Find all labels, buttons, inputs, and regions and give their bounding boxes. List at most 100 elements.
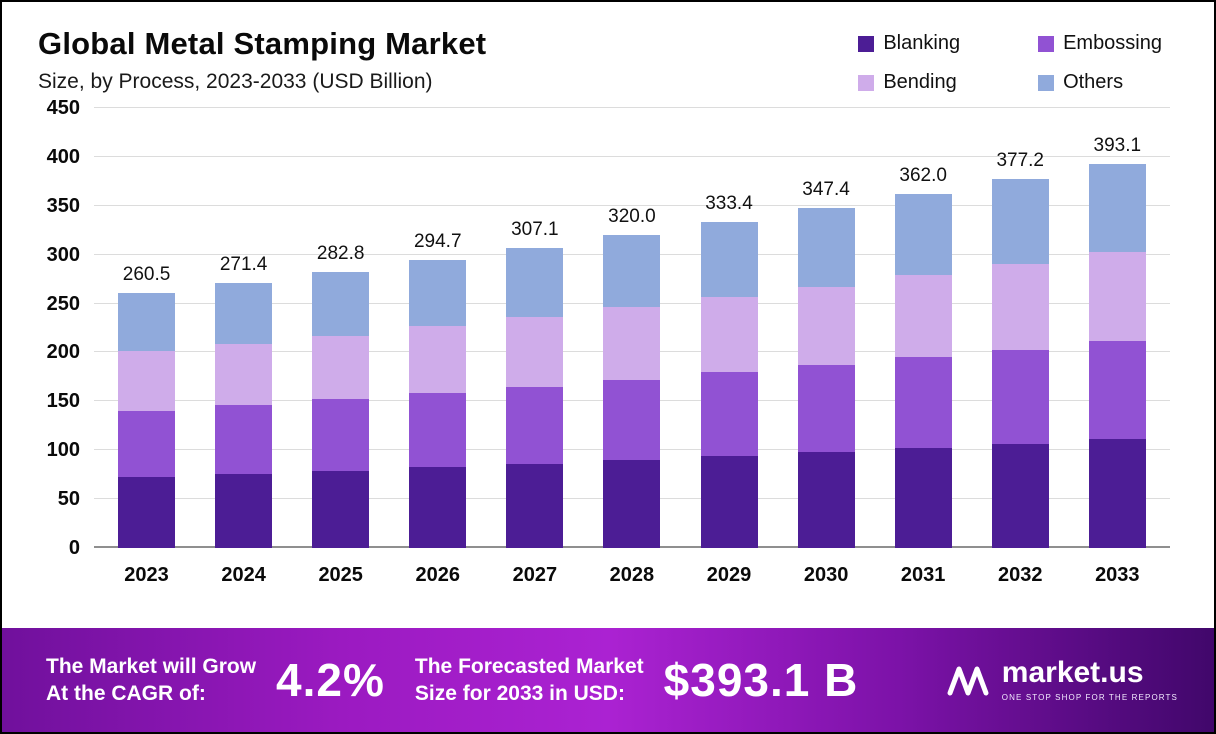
bar-group-2027: 307.1: [506, 108, 564, 548]
legend-swatch: [858, 35, 875, 52]
header: Global Metal Stamping Market Size, by Pr…: [2, 2, 1214, 94]
bar-segment-embossing: [797, 365, 855, 453]
chart-title: Global Metal Stamping Market: [38, 26, 487, 61]
bar-group-2032: 377.2: [991, 108, 1049, 548]
bar-segment-blanking: [215, 473, 273, 548]
bar-group-2026: 294.7: [409, 108, 467, 548]
cagr-label-line2: At the CAGR of:: [46, 682, 206, 705]
bar-segment-others: [603, 235, 661, 308]
bar-segment-bending: [215, 343, 273, 406]
bar-total-label: 347.4: [802, 179, 850, 201]
cagr-label: The Market will Grow At the CAGR of:: [46, 653, 256, 708]
bar-segment-blanking: [312, 470, 370, 548]
bar-group-2033: 393.1: [1088, 108, 1146, 548]
x-axis-label: 2030: [803, 564, 849, 586]
brand-logo: market.us ONE STOP SHOP FOR THE REPORTS: [946, 658, 1178, 702]
bar-total-label: 393.1: [1093, 134, 1142, 156]
title-block: Global Metal Stamping Market Size, by Pr…: [38, 26, 486, 94]
bar-total-label: 320.0: [608, 206, 656, 228]
x-axis-label: 2024: [221, 564, 266, 586]
y-axis-label: 200: [46, 341, 80, 364]
bar-segment-blanking: [991, 444, 1049, 548]
brand-icon: [947, 666, 989, 696]
y-axis-label: 350: [46, 194, 80, 217]
cagr-label-line1: The Market will Grow: [46, 654, 257, 678]
forecast-value: $393.1 B: [663, 654, 859, 706]
x-axis-label: 2031: [900, 564, 946, 586]
bar-segment-others: [215, 282, 273, 344]
bar-segment-embossing: [215, 405, 273, 474]
x-axis-label: 2027: [512, 564, 558, 586]
bar-segment-embossing: [894, 357, 952, 449]
legend-item-others: Others: [1038, 71, 1162, 94]
brand-text: market.us ONE STOP SHOP FOR THE REPORTS: [1001, 656, 1178, 703]
bar-segment-others: [797, 208, 855, 287]
bar-segment-bending: [118, 351, 176, 412]
brand-name: market.us: [1001, 656, 1144, 689]
legend-item-blanking: Blanking: [858, 32, 960, 55]
bar-segment-blanking: [797, 452, 855, 548]
bar-segment-others: [1088, 163, 1146, 252]
legend-swatch: [858, 74, 875, 91]
stacked-bar-chart: 260.5 271.4 282.8 294.7 307.1 320.0 333.4 347.4…: [36, 97, 1170, 587]
bar-segment-bending: [409, 326, 467, 393]
bar-segment-bending: [506, 317, 564, 387]
legend-swatch: [1038, 35, 1055, 52]
bar-group-2029: 333.4: [700, 108, 758, 548]
bar-segment-bending: [1088, 251, 1146, 341]
y-axis-label: 250: [46, 292, 80, 315]
chart-subtitle: Size, by Process, 2023-2033 (USD Billion…: [38, 70, 433, 93]
bar-segment-blanking: [118, 476, 176, 548]
bar-group-2031: 362.0: [894, 108, 952, 548]
bar-segment-others: [991, 179, 1049, 265]
legend-label: Bending: [883, 71, 957, 93]
y-axis-label: 0: [68, 537, 80, 559]
y-axis-label: 300: [46, 243, 80, 266]
forecast-label-line1: The Forecasted Market: [414, 654, 644, 678]
bar-segment-others: [700, 222, 758, 297]
x-axis-label: 2023: [124, 564, 169, 586]
legend-label: Embossing: [1063, 32, 1162, 54]
bar-group-2023: 260.5: [118, 108, 176, 548]
gridline: [94, 107, 1170, 108]
x-axis-label: 2025: [318, 564, 363, 586]
bar-segment-embossing: [506, 386, 564, 464]
chart-legend: Blanking Embossing Bending Others: [858, 32, 1162, 94]
bar-segment-embossing: [312, 399, 370, 471]
bar-segment-others: [409, 259, 467, 327]
legend-item-bending: Bending: [858, 71, 960, 94]
bars-row: 260.5 271.4 282.8 294.7 307.1 320.0 333.4 347.4…: [94, 108, 1170, 548]
bar-total-label: 271.4: [219, 253, 268, 275]
bar-segment-blanking: [603, 460, 661, 548]
bar-group-2025: 282.8: [312, 108, 370, 548]
bar-segment-others: [312, 271, 370, 336]
footer-banner: The Market will Grow At the CAGR of: 4.2…: [2, 628, 1214, 732]
bar-group-2030: 347.4: [797, 108, 855, 548]
x-axis-label: 2029: [706, 564, 752, 586]
bar-segment-embossing: [700, 372, 758, 457]
plot-area: 260.5 271.4 282.8 294.7 307.1 320.0 333.4 347.4…: [47, 97, 1170, 559]
x-axis-label: 2026: [415, 564, 461, 586]
bar-group-2028: 320.0: [603, 108, 661, 548]
y-axis-label: 150: [46, 390, 80, 413]
bar-total-label: 282.8: [316, 242, 365, 264]
bar-segment-others: [894, 194, 952, 276]
bar-segment-blanking: [1088, 439, 1146, 548]
legend-label: Others: [1063, 71, 1124, 93]
bar-segment-bending: [312, 335, 370, 400]
bar-segment-blanking: [894, 448, 952, 548]
gridline: [94, 204, 1170, 206]
y-axis-label: 450: [46, 97, 80, 119]
bar-total-label: 333.4: [705, 193, 753, 215]
forecast-label: The Forecasted Market Size for 2033 in U…: [415, 653, 644, 708]
bar-total-label: 307.1: [511, 218, 559, 240]
bar-segment-bending: [700, 296, 758, 373]
y-axis-label: 100: [46, 439, 80, 462]
legend-label: Blanking: [883, 32, 961, 54]
bar-segment-embossing: [991, 349, 1049, 445]
bar-total-label: 377.2: [996, 150, 1044, 172]
bar-segment-embossing: [409, 392, 467, 467]
bar-group-2024: 271.4: [215, 108, 273, 548]
bar-segment-embossing: [603, 379, 661, 460]
